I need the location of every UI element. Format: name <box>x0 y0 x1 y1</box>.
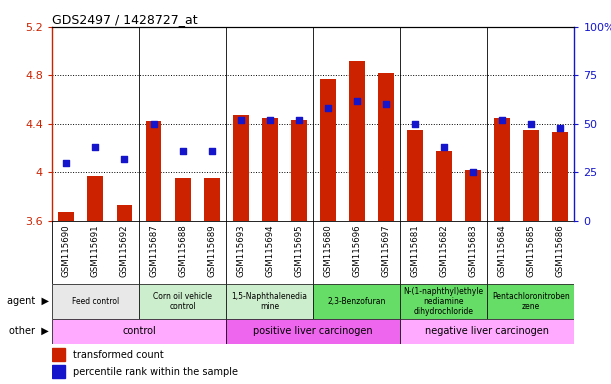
Text: GSM115691: GSM115691 <box>91 224 100 276</box>
Bar <box>233 115 249 221</box>
Bar <box>52 284 139 319</box>
Bar <box>139 284 226 319</box>
Text: GSM115687: GSM115687 <box>149 224 158 277</box>
Point <box>410 121 420 127</box>
Text: GSM115695: GSM115695 <box>294 224 303 276</box>
Text: negative liver carcinogen: negative liver carcinogen <box>425 326 549 336</box>
Point <box>265 117 274 123</box>
Bar <box>523 130 539 221</box>
Text: GSM115681: GSM115681 <box>410 224 419 277</box>
Bar <box>262 118 277 221</box>
Bar <box>400 284 488 319</box>
Bar <box>465 170 481 221</box>
Text: GSM115690: GSM115690 <box>62 224 71 276</box>
Text: GSM115682: GSM115682 <box>439 224 448 277</box>
Bar <box>52 319 226 344</box>
Text: Feed control: Feed control <box>72 297 119 306</box>
Bar <box>52 365 65 379</box>
Point <box>381 101 390 108</box>
Text: GSM115697: GSM115697 <box>381 224 390 276</box>
Point <box>62 160 71 166</box>
Text: GSM115683: GSM115683 <box>468 224 477 277</box>
Bar <box>59 212 75 221</box>
Point <box>497 117 507 123</box>
Text: GSM115689: GSM115689 <box>207 224 216 276</box>
Text: agent  ▶: agent ▶ <box>7 296 49 306</box>
Bar <box>291 120 307 221</box>
Point <box>555 125 565 131</box>
Bar <box>320 79 335 221</box>
Bar <box>552 132 568 221</box>
Point <box>439 144 448 150</box>
Bar <box>226 319 400 344</box>
Bar <box>400 319 574 344</box>
Bar <box>226 284 313 319</box>
Text: GSM115686: GSM115686 <box>555 224 565 277</box>
Text: GSM115684: GSM115684 <box>497 224 507 277</box>
Text: GSM115692: GSM115692 <box>120 224 129 276</box>
Bar <box>494 118 510 221</box>
Bar <box>349 61 365 221</box>
Point <box>90 144 100 150</box>
Point <box>323 105 332 111</box>
Bar <box>52 348 65 361</box>
Bar <box>175 179 191 221</box>
Bar <box>488 284 574 319</box>
Bar <box>117 205 133 221</box>
Text: GSM115693: GSM115693 <box>236 224 245 276</box>
Text: GSM115688: GSM115688 <box>178 224 187 277</box>
Point <box>148 121 158 127</box>
Text: positive liver carcinogen: positive liver carcinogen <box>254 326 373 336</box>
Bar <box>378 73 393 221</box>
Point <box>526 121 536 127</box>
Text: control: control <box>122 326 156 336</box>
Text: GDS2497 / 1428727_at: GDS2497 / 1428727_at <box>52 13 197 26</box>
Point <box>468 169 478 175</box>
Text: transformed count: transformed count <box>73 349 164 359</box>
Point <box>294 117 304 123</box>
Point <box>120 156 130 162</box>
Bar <box>436 151 452 221</box>
Text: 1,5-Naphthalenedia
mine: 1,5-Naphthalenedia mine <box>232 292 307 311</box>
Text: 2,3-Benzofuran: 2,3-Benzofuran <box>327 297 386 306</box>
Text: percentile rank within the sample: percentile rank within the sample <box>73 367 238 377</box>
Bar <box>313 284 400 319</box>
Point <box>207 148 216 154</box>
Bar <box>203 179 219 221</box>
Text: GSM115696: GSM115696 <box>352 224 361 276</box>
Text: Corn oil vehicle
control: Corn oil vehicle control <box>153 292 212 311</box>
Text: GSM115694: GSM115694 <box>265 224 274 276</box>
Point <box>352 98 362 104</box>
Bar <box>145 121 161 221</box>
Point <box>236 117 246 123</box>
Bar <box>407 130 423 221</box>
Text: N-(1-naphthyl)ethyle
nediamine
dihydrochloride: N-(1-naphthyl)ethyle nediamine dihydroch… <box>404 286 484 316</box>
Bar <box>87 176 103 221</box>
Text: GSM115685: GSM115685 <box>526 224 535 277</box>
Text: Pentachloronitroben
zene: Pentachloronitroben zene <box>492 292 569 311</box>
Text: other  ▶: other ▶ <box>9 326 49 336</box>
Text: GSM115680: GSM115680 <box>323 224 332 277</box>
Point <box>178 148 188 154</box>
